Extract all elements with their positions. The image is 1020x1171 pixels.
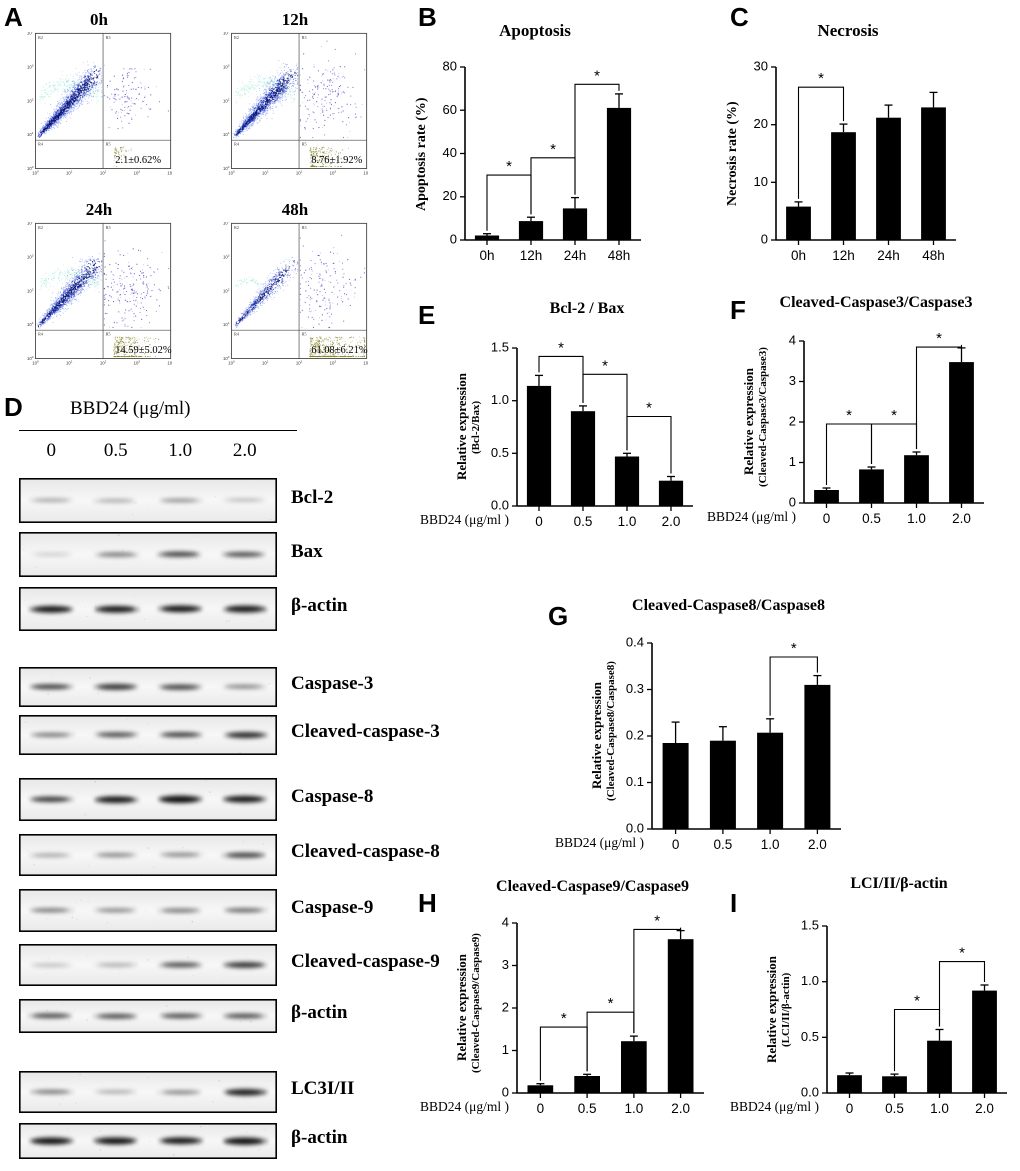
svg-text:*: * — [646, 400, 652, 417]
svg-text:1: 1 — [502, 1042, 509, 1057]
svg-text:0.5: 0.5 — [885, 1101, 904, 1116]
svg-text:R2: R2 — [234, 35, 239, 40]
svg-text:4: 4 — [502, 915, 509, 930]
svg-text:R3: R3 — [106, 35, 111, 40]
svg-text:1: 1 — [789, 454, 796, 469]
svg-text:0: 0 — [537, 1101, 545, 1116]
svg-text:1.0: 1.0 — [930, 1101, 949, 1116]
svg-text:R4: R4 — [38, 142, 43, 147]
svg-text:0.5: 0.5 — [801, 1029, 819, 1044]
svg-text:R5: R5 — [302, 332, 307, 337]
svg-text:8.76±1.92%: 8.76±1.92% — [311, 155, 362, 166]
svg-text:4: 4 — [789, 333, 796, 348]
svg-text:20: 20 — [443, 188, 457, 203]
svg-text:0: 0 — [761, 232, 768, 247]
svg-text:0.5: 0.5 — [491, 445, 509, 460]
svg-text:R5: R5 — [106, 142, 111, 147]
svg-text:0.5: 0.5 — [578, 1101, 597, 1116]
svg-text:1.0: 1.0 — [618, 514, 637, 529]
svg-text:2.1±0.62%: 2.1±0.62% — [115, 155, 161, 166]
svg-text:*: * — [594, 67, 600, 84]
svg-text:1.0: 1.0 — [801, 973, 819, 988]
svg-text:104: 104 — [167, 360, 172, 366]
svg-text:2.0: 2.0 — [952, 511, 971, 526]
svg-text:3: 3 — [502, 957, 509, 972]
svg-text:0.4: 0.4 — [626, 635, 644, 650]
svg-text:*: * — [558, 339, 564, 356]
svg-text:0.1: 0.1 — [626, 774, 644, 789]
svg-text:2: 2 — [502, 1000, 509, 1015]
svg-text:0h: 0h — [791, 248, 806, 263]
svg-text:R4: R4 — [234, 142, 239, 147]
svg-text:0h: 0h — [479, 248, 494, 263]
svg-text:48h: 48h — [922, 248, 945, 263]
svg-text:3: 3 — [789, 373, 796, 388]
svg-text:0: 0 — [823, 511, 831, 526]
svg-text:104: 104 — [167, 170, 172, 176]
svg-text:*: * — [936, 330, 942, 347]
svg-text:1.0: 1.0 — [761, 837, 780, 852]
svg-text:R4: R4 — [234, 332, 239, 337]
svg-text:0: 0 — [450, 232, 457, 247]
svg-text:80: 80 — [443, 59, 457, 74]
svg-text:24h: 24h — [564, 248, 587, 263]
svg-text:1.5: 1.5 — [801, 918, 819, 933]
svg-text:20: 20 — [754, 116, 768, 131]
svg-text:14.59±5.02%: 14.59±5.02% — [115, 345, 172, 356]
svg-text:12h: 12h — [832, 248, 855, 263]
svg-text:12h: 12h — [520, 248, 543, 263]
svg-text:1.5: 1.5 — [491, 340, 509, 355]
svg-text:0: 0 — [535, 514, 543, 529]
svg-text:*: * — [608, 995, 614, 1012]
svg-text:1.0: 1.0 — [907, 511, 926, 526]
svg-text:48h: 48h — [608, 248, 631, 263]
svg-text:*: * — [914, 993, 920, 1010]
svg-text:0: 0 — [789, 495, 796, 510]
svg-text:R2: R2 — [38, 35, 43, 40]
svg-text:0.3: 0.3 — [626, 681, 644, 696]
svg-text:*: * — [550, 141, 556, 158]
svg-text:0: 0 — [846, 1101, 854, 1116]
svg-text:1.0: 1.0 — [491, 392, 509, 407]
svg-text:61.08±6.21%: 61.08±6.21% — [311, 345, 368, 356]
svg-text:0.5: 0.5 — [714, 837, 733, 852]
svg-text:R3: R3 — [106, 225, 111, 230]
svg-text:60: 60 — [443, 102, 457, 117]
svg-text:0.0: 0.0 — [801, 1085, 819, 1100]
svg-text:0.0: 0.0 — [626, 821, 644, 836]
svg-text:R5: R5 — [106, 332, 111, 337]
svg-text:40: 40 — [443, 145, 457, 160]
svg-text:2.0: 2.0 — [975, 1101, 994, 1116]
svg-text:104: 104 — [363, 360, 368, 366]
svg-text:R3: R3 — [302, 225, 307, 230]
svg-text:2: 2 — [789, 414, 796, 429]
svg-text:*: * — [791, 640, 797, 657]
svg-text:0: 0 — [502, 1085, 509, 1100]
svg-text:*: * — [654, 912, 660, 929]
svg-text:104: 104 — [363, 170, 368, 176]
svg-text:30: 30 — [754, 59, 768, 74]
svg-text:R5: R5 — [302, 142, 307, 147]
svg-text:0.2: 0.2 — [626, 728, 644, 743]
svg-text:*: * — [506, 158, 512, 175]
svg-text:R2: R2 — [234, 225, 239, 230]
svg-text:2.0: 2.0 — [808, 837, 827, 852]
svg-text:*: * — [959, 945, 965, 962]
svg-text:*: * — [561, 1010, 567, 1027]
svg-text:*: * — [818, 70, 824, 87]
svg-text:*: * — [891, 407, 897, 424]
svg-text:24h: 24h — [877, 248, 900, 263]
svg-text:R2: R2 — [38, 225, 43, 230]
svg-text:R3: R3 — [302, 35, 307, 40]
svg-text:10: 10 — [754, 174, 768, 189]
svg-text:*: * — [846, 407, 852, 424]
svg-text:0: 0 — [672, 837, 680, 852]
svg-text:1.0: 1.0 — [625, 1101, 644, 1116]
svg-text:0.5: 0.5 — [574, 514, 593, 529]
svg-text:*: * — [602, 357, 608, 374]
svg-text:R4: R4 — [38, 332, 43, 337]
svg-text:0.5: 0.5 — [862, 511, 881, 526]
svg-text:0.0: 0.0 — [491, 498, 509, 513]
